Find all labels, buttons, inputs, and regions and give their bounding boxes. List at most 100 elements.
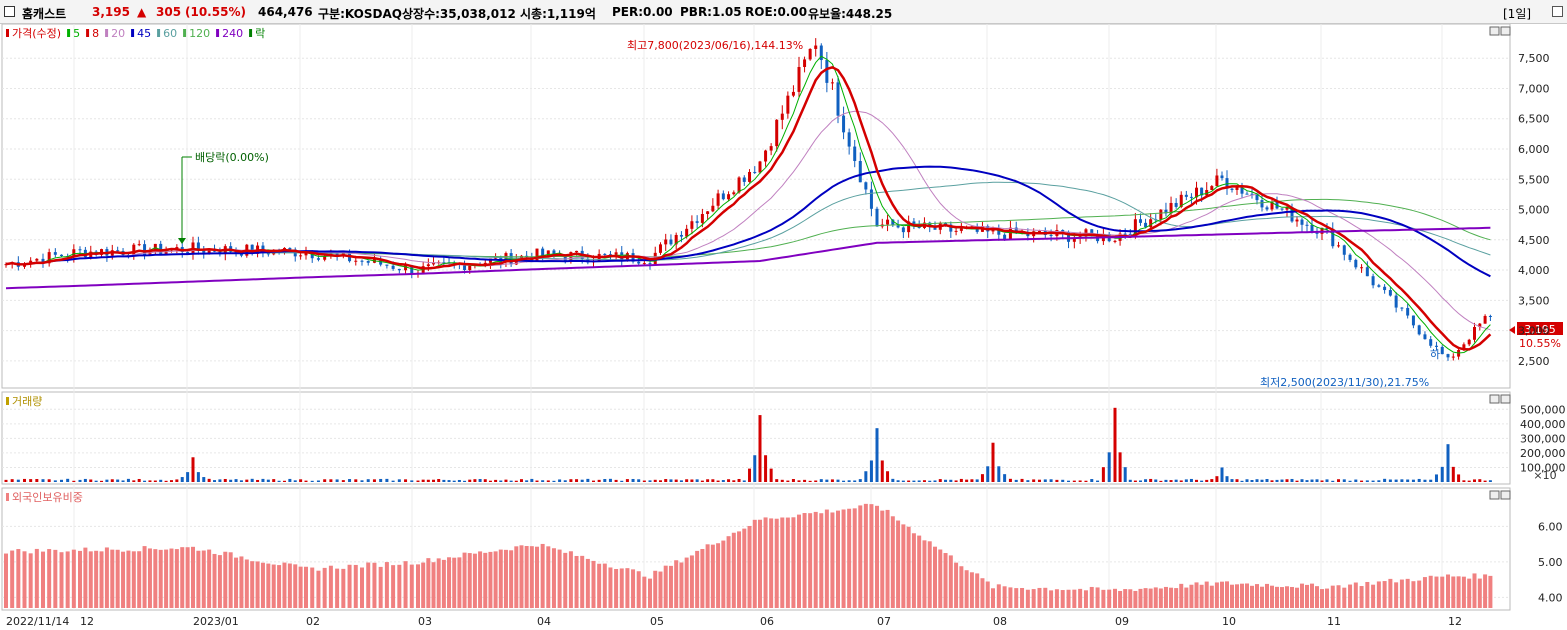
foreign-ratio-bar [819, 513, 824, 608]
header-menu-icon[interactable] [1552, 6, 1563, 17]
foreign-ratio-bar [1037, 587, 1042, 608]
volume-bar [335, 479, 339, 482]
candle-body [1049, 235, 1053, 237]
legend-item: 락 [255, 27, 265, 40]
legend-item: 가격(수정) [12, 27, 61, 40]
foreign-ratio-bar [1101, 589, 1106, 608]
foreign-ratio-bar [1153, 587, 1158, 608]
foreign-ratio-bar [1031, 589, 1036, 608]
candle-body [404, 265, 408, 271]
volume-bar [514, 480, 518, 482]
price-panel-maximize-icon[interactable] [1500, 26, 1511, 36]
candle-body [674, 234, 678, 245]
candle-body [847, 132, 851, 147]
price-panel[interactable] [1, 24, 1511, 389]
foreign-ratio-bar [648, 578, 652, 608]
volume-bar [432, 479, 436, 482]
volume-bar [1423, 479, 1427, 482]
period-selector[interactable]: [1일] [1503, 7, 1532, 21]
foreign-ratio-bar [585, 558, 590, 608]
foreign-ratio-bar [938, 549, 943, 608]
candle-body [354, 260, 358, 262]
volume-bar [10, 479, 14, 482]
candle-body [1429, 339, 1433, 346]
volume-bar [1169, 480, 1173, 482]
x-axis-label: 09 [1115, 615, 1129, 628]
volume-bar [891, 478, 895, 482]
candle-body [202, 249, 206, 253]
candle-body [1164, 209, 1168, 214]
price-axis-label: 3,000 [1518, 325, 1550, 338]
volume-bar [690, 479, 694, 482]
volume-bar [700, 480, 704, 482]
foreign-ratio-bar [852, 508, 857, 608]
candle-body [1337, 245, 1341, 247]
volume-bar [110, 479, 114, 482]
volume-bar [410, 480, 414, 482]
foreign-ratio-bar [1184, 587, 1189, 608]
foreign-ratio-bar [53, 549, 58, 608]
volume-bar [1429, 479, 1433, 482]
volume-bar [1483, 480, 1487, 482]
stock-chart[interactable]: 가격(수정) 5 8 20 45 60 120 240 락 거래량 외국인보유비중 최고7,80… [0, 24, 1567, 630]
stock-name[interactable]: 홈캐스트 [22, 7, 67, 21]
candle-body [1295, 219, 1299, 222]
candle-body [1215, 175, 1219, 187]
volume-bar [695, 479, 699, 482]
foreign-ratio-bar [1305, 584, 1309, 608]
foreign-ratio-bar [1066, 589, 1071, 608]
foreign-axis-label: 6.00 [1538, 520, 1563, 533]
volume-bar [1310, 479, 1314, 482]
candle-body [716, 193, 720, 206]
candle-body [944, 223, 948, 225]
volume-bar [669, 479, 673, 482]
candle-body [250, 244, 254, 254]
price-axis-label: 5,000 [1518, 204, 1550, 217]
volume-bar [1118, 452, 1122, 482]
foreign-ratio-bar [498, 549, 503, 608]
price-series [4, 38, 1492, 361]
candle-body [1483, 315, 1487, 324]
volume-bar [1149, 478, 1153, 482]
candle-body [700, 213, 704, 223]
foreign-ratio-bar [917, 535, 922, 608]
volume-bar [261, 478, 265, 482]
foreign-ratio-bar [1245, 583, 1249, 608]
volume-bar [1280, 479, 1284, 482]
price-panel-minimize-icon[interactable] [1489, 26, 1500, 36]
volume-bar [379, 478, 383, 482]
candle-body [1179, 194, 1183, 207]
volume-bar [917, 480, 921, 482]
candle-body [432, 262, 436, 265]
volume-bar [126, 478, 130, 482]
foreign-ratio-bar [447, 557, 452, 608]
candle-body [1123, 233, 1127, 235]
foreign-ratio-bar [360, 567, 364, 608]
foreign-ratio-bar [1376, 581, 1381, 608]
foreign-ratio-bar [255, 561, 260, 608]
volume-panel-minimize-icon[interactable] [1489, 394, 1500, 404]
foreign-ratio-bar [1365, 581, 1370, 608]
volume-bar [159, 479, 163, 482]
foreign-ratio-bar [763, 517, 768, 608]
low-price-annotation: 최저2,500(2023/11/30),21.75% [1260, 376, 1429, 389]
foreign-ratio-bar [180, 547, 185, 608]
foreign-ratio-bar [467, 553, 472, 608]
foreign-panel-maximize-icon[interactable] [1500, 490, 1511, 500]
foreign-ratio-bar [457, 557, 462, 608]
volume-bar [1101, 467, 1105, 482]
foreign-panel-minimize-icon[interactable] [1489, 490, 1500, 500]
volume-bar [546, 480, 550, 482]
per-value: PER:0.00 [612, 5, 673, 19]
foreign-ratio-bar [791, 517, 796, 608]
foreign-ratio-bar [1230, 584, 1234, 608]
volume-bar [970, 479, 974, 482]
volume-bar [658, 480, 662, 482]
volume-bar [1133, 480, 1137, 482]
volume-bar [922, 480, 926, 482]
candle-body [519, 255, 523, 260]
volume-panel-maximize-icon[interactable] [1500, 394, 1511, 404]
foreign-ratio-bar [540, 543, 545, 608]
select-checkbox[interactable] [4, 6, 15, 17]
volume-bar [706, 479, 710, 482]
